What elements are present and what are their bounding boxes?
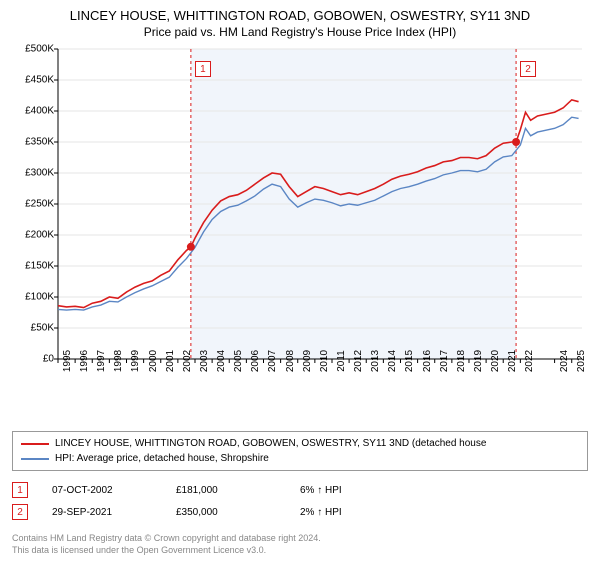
plot-svg <box>12 45 588 365</box>
marker-table: 1 07-OCT-2002 £181,000 6% ↑ HPI 2 29-SEP-2021… <box>12 479 588 523</box>
marker-price: £350,000 <box>176 507 276 518</box>
legend-swatch <box>21 458 49 460</box>
marker-badge: 2 <box>12 504 28 520</box>
marker-row: 1 07-OCT-2002 £181,000 6% ↑ HPI <box>12 479 588 501</box>
x-tick-label: 2011 <box>332 350 347 372</box>
x-tick-label: 2014 <box>383 350 398 372</box>
footer-line-1: Contains HM Land Registry data © Crown c… <box>12 533 588 545</box>
x-tick-label: 2005 <box>229 350 244 372</box>
marker-price: £181,000 <box>176 485 276 496</box>
x-tick-label: 1998 <box>109 350 124 372</box>
chart-area: £0£50K£100K£150K£200K£250K£300K£350K£400… <box>12 45 588 395</box>
chart-subtitle: Price paid vs. HM Land Registry's House … <box>12 25 588 39</box>
chart-marker-badge: 2 <box>520 61 536 77</box>
marker-delta: 2% ↑ HPI <box>300 507 400 518</box>
x-tick-label: 2003 <box>195 350 210 372</box>
x-tick-label: 2020 <box>486 350 501 372</box>
x-tick-label: 2025 <box>572 350 587 372</box>
x-tick-label: 2018 <box>452 350 467 372</box>
legend-label: HPI: Average price, detached house, Shro… <box>55 451 269 466</box>
x-tick-label: 2004 <box>212 350 227 372</box>
legend-label: LINCEY HOUSE, WHITTINGTON ROAD, GOBOWEN,… <box>55 436 486 451</box>
x-tick-label: 2021 <box>503 350 518 372</box>
x-tick-label: 2000 <box>144 350 159 372</box>
x-tick-label: 2001 <box>161 350 176 372</box>
marker-delta: 6% ↑ HPI <box>300 485 400 496</box>
x-tick-label: 2012 <box>349 350 364 372</box>
x-tick-label: 2002 <box>178 350 193 372</box>
x-tick-label: 2024 <box>555 350 570 372</box>
marker-badge: 1 <box>12 482 28 498</box>
chart-title: LINCEY HOUSE, WHITTINGTON ROAD, GOBOWEN,… <box>12 8 588 23</box>
marker-date: 29-SEP-2021 <box>52 507 152 518</box>
x-tick-label: 2006 <box>246 350 261 372</box>
chart-marker-badge: 1 <box>195 61 211 77</box>
legend: LINCEY HOUSE, WHITTINGTON ROAD, GOBOWEN,… <box>12 431 588 471</box>
legend-swatch <box>21 443 49 445</box>
footer-line-2: This data is licensed under the Open Gov… <box>12 545 588 557</box>
x-tick-label: 1997 <box>92 350 107 372</box>
x-tick-label: 2022 <box>520 350 535 372</box>
x-tick-label: 2013 <box>366 350 381 372</box>
x-tick-label: 2008 <box>281 350 296 372</box>
x-tick-label: 1999 <box>126 350 141 372</box>
x-tick-label: 2007 <box>263 350 278 372</box>
x-tick-label: 2009 <box>298 350 313 372</box>
footer-attribution: Contains HM Land Registry data © Crown c… <box>12 533 588 556</box>
x-tick-label: 1995 <box>58 350 73 372</box>
x-tick-label: 2019 <box>469 350 484 372</box>
x-tick-label: 2015 <box>400 350 415 372</box>
x-tick-label: 2017 <box>435 350 450 372</box>
x-tick-label: 2010 <box>315 350 330 372</box>
legend-item: HPI: Average price, detached house, Shro… <box>21 451 579 466</box>
x-tick-label: 1996 <box>75 350 90 372</box>
legend-item: LINCEY HOUSE, WHITTINGTON ROAD, GOBOWEN,… <box>21 436 579 451</box>
x-tick-label: 2016 <box>418 350 433 372</box>
marker-date: 07-OCT-2002 <box>52 485 152 496</box>
marker-row: 2 29-SEP-2021 £350,000 2% ↑ HPI <box>12 501 588 523</box>
